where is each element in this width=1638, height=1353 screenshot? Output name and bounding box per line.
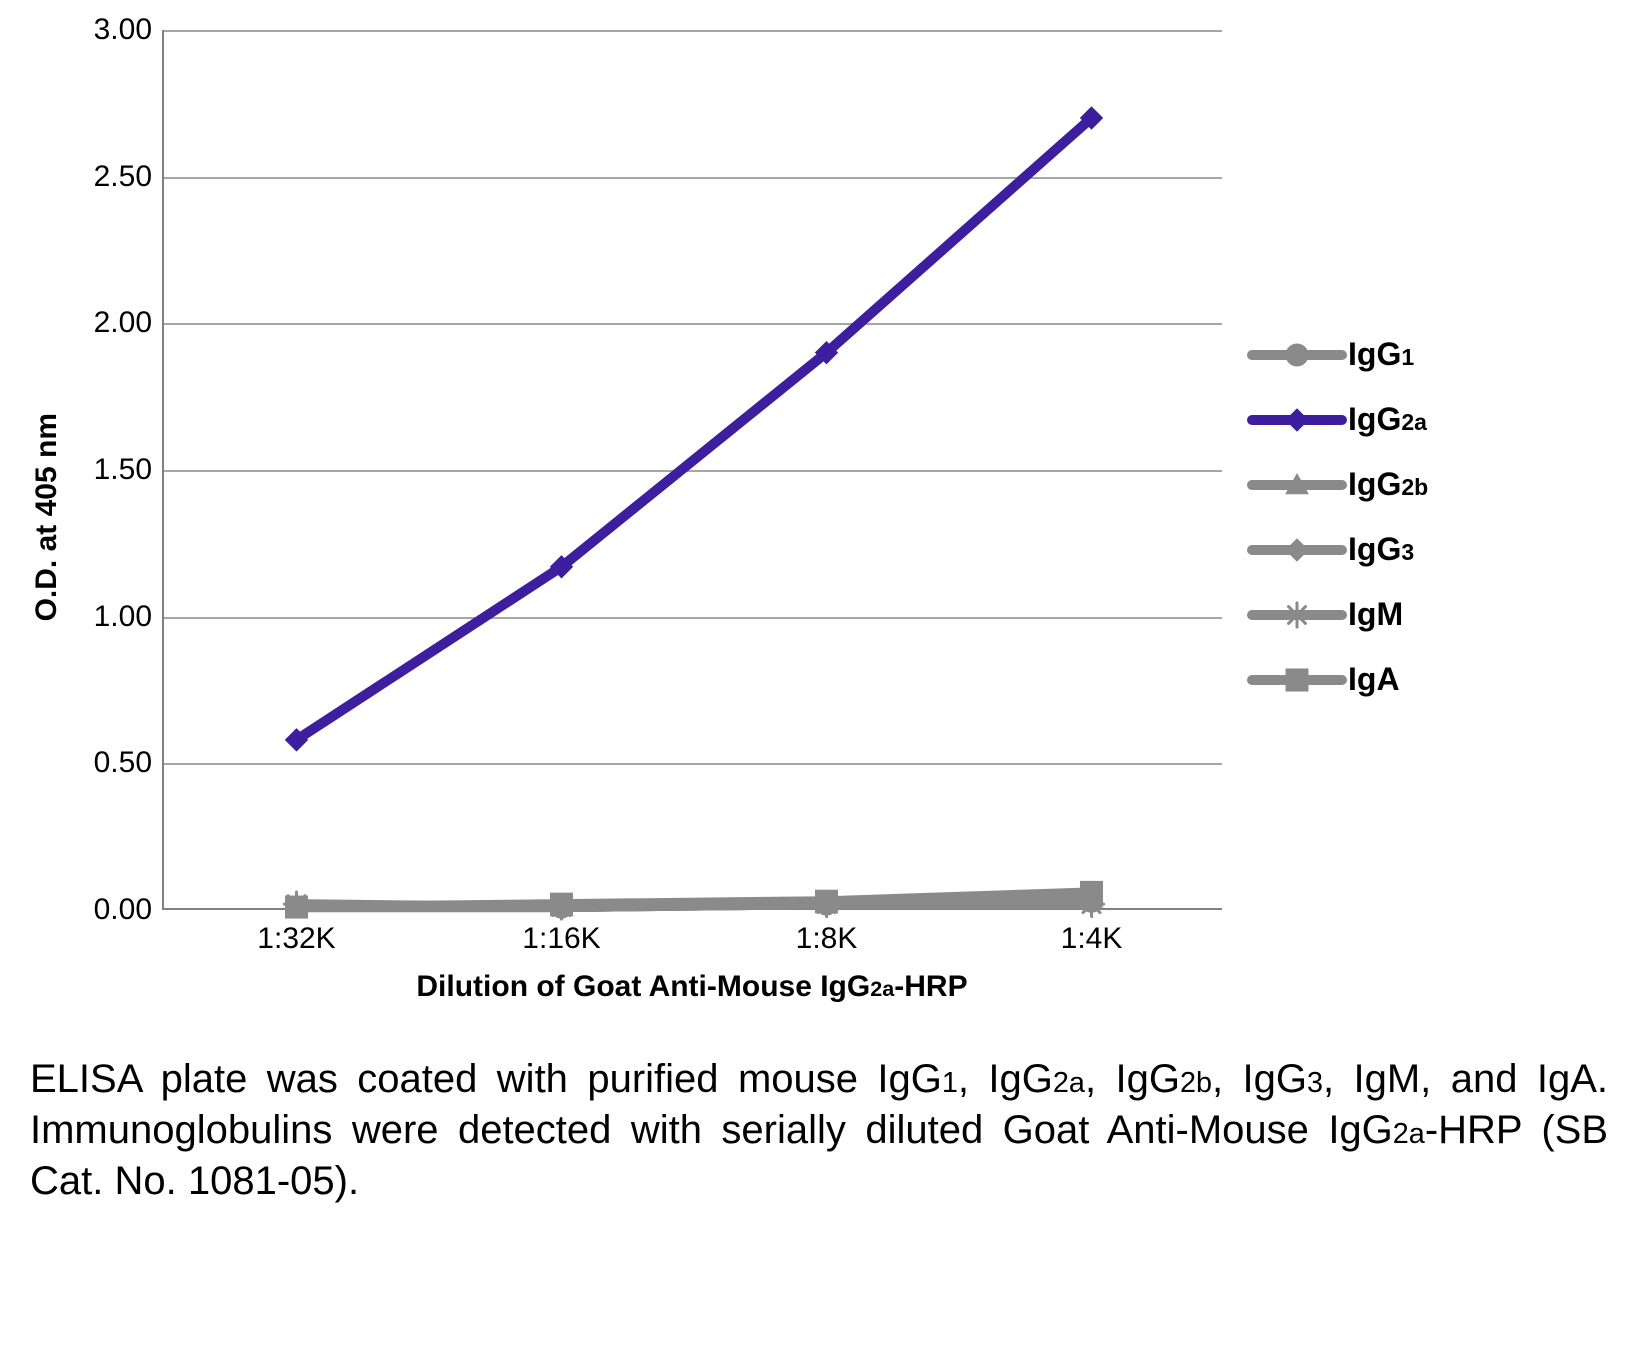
legend-swatch — [1252, 408, 1342, 432]
y-tick-label: 1.00 — [94, 600, 164, 634]
legend-label: IgG2a — [1348, 401, 1427, 438]
legend-item-IgG2a: IgG2a — [1252, 401, 1428, 438]
legend-label: IgM — [1348, 596, 1403, 633]
caption-text: ELISA plate was coated with purified mou… — [30, 1054, 1608, 1208]
figure: O.D. at 405 nm 0.000.501.001.502.002.503… — [30, 30, 1608, 1208]
chart-svg — [164, 30, 1224, 910]
legend-label: IgG1 — [1348, 336, 1414, 373]
series-marker-IgA — [816, 890, 838, 912]
legend-label: IgA — [1348, 661, 1400, 698]
legend-label: IgG2b — [1348, 466, 1428, 503]
legend-item-IgG1: IgG1 — [1252, 336, 1428, 373]
plot-column: 0.000.501.001.502.002.503.001:32K1:16K1:… — [162, 30, 1222, 1004]
legend-swatch — [1252, 473, 1342, 497]
chart-row: O.D. at 405 nm 0.000.501.001.502.002.503… — [30, 30, 1608, 1004]
legend-item-IgG3: IgG3 — [1252, 531, 1428, 568]
y-tick-label: 2.50 — [94, 160, 164, 194]
y-tick-label: 2.00 — [94, 306, 164, 340]
legend-item-IgG2b: IgG2b — [1252, 466, 1428, 503]
y-tick-label: 0.00 — [94, 893, 164, 927]
series-marker-IgA — [1081, 881, 1103, 903]
y-tick-label: 1.50 — [94, 453, 164, 487]
legend-swatch — [1252, 343, 1342, 367]
y-tick-label: 3.00 — [94, 13, 164, 47]
series-marker-IgA — [551, 893, 573, 915]
x-axis-title: Dilution of Goat Anti-Mouse IgG2a-HRP — [162, 970, 1222, 1004]
legend: IgG1 IgG2a IgG2b IgG3 IgM IgA — [1252, 336, 1428, 698]
y-axis-title: O.D. at 405 nm — [30, 413, 64, 621]
series-line-IgG2a — [297, 118, 1092, 740]
y-tick-label: 0.50 — [94, 746, 164, 780]
legend-swatch — [1252, 538, 1342, 562]
legend-item-IgA: IgA — [1252, 661, 1428, 698]
legend-label: IgG3 — [1348, 531, 1414, 568]
legend-item-IgM: IgM — [1252, 596, 1428, 633]
legend-swatch — [1252, 603, 1342, 627]
series-marker-IgA — [286, 896, 308, 918]
plot-area: 0.000.501.001.502.002.503.001:32K1:16K1:… — [162, 30, 1222, 910]
legend-swatch — [1252, 668, 1342, 692]
